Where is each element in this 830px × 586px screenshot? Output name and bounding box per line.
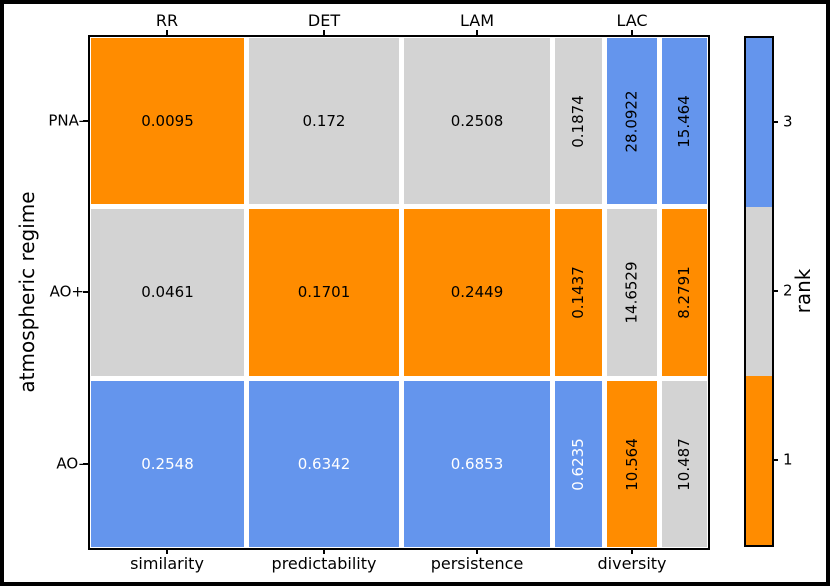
- colorbar-tick-label-2: 2: [783, 281, 793, 300]
- colorbar-segment-1: [746, 376, 772, 545]
- cell-value: 0.2548: [141, 454, 194, 473]
- cell-value: 0.6853: [450, 454, 504, 473]
- cell-AO+-0: 0.0461: [91, 209, 244, 376]
- cell-value: 0.2508: [450, 111, 504, 130]
- row-label-AO-: AO-: [56, 454, 84, 473]
- colorbar-label: rank: [791, 268, 815, 314]
- bottom-axis-label-predictability: predictability: [271, 554, 377, 573]
- cell-value: 0.1437: [569, 266, 587, 319]
- cell-value: 0.1874: [569, 94, 587, 148]
- cell-value: 15.464: [675, 94, 693, 148]
- axis-tick: [83, 463, 88, 465]
- colorbar-tick-label-3: 3: [783, 112, 793, 131]
- axis-tick: [631, 30, 633, 35]
- bottom-axis-label-similarity: similarity: [130, 554, 204, 573]
- axis-tick: [83, 120, 88, 122]
- cell-PNA--1: 0.172: [249, 38, 399, 204]
- colorbar-segment-3: [746, 38, 772, 207]
- cell-PNA--0: 0.0095: [91, 38, 244, 204]
- cell-value: 28.0922: [622, 89, 641, 153]
- cell-PNA--3: 0.1874: [555, 38, 602, 204]
- cell-value: 0.2449: [450, 283, 504, 301]
- cell-value: 0.0461: [141, 283, 194, 301]
- cell-value: 0.6342: [297, 454, 351, 473]
- axis-tick: [323, 549, 325, 554]
- cell-value: 0.6235: [569, 437, 587, 491]
- cell-AO--3: 0.6235: [555, 381, 602, 547]
- colorbar: [744, 36, 774, 547]
- cell-AO+-4: 14.6529: [607, 209, 657, 376]
- cell-AO+-1: 0.1701: [249, 209, 399, 376]
- axis-tick: [772, 290, 778, 292]
- cell-value: 0.172: [302, 111, 346, 130]
- cell-value: 10.564: [622, 437, 641, 491]
- axis-tick: [166, 30, 168, 35]
- plot-area: 0.0095 0.172 0.2508 0.1874 28.0922 15.464 0.04…: [88, 35, 710, 550]
- cell-AO--5: 10.487: [662, 381, 707, 547]
- cell-value: 8.2791: [675, 266, 693, 319]
- y-axis-label: atmospheric regime: [15, 191, 39, 393]
- axis-tick: [631, 549, 633, 554]
- axis-tick: [323, 30, 325, 35]
- top-axis-label-LAC: LAC: [616, 11, 648, 30]
- cell-AO+-3: 0.1437: [555, 209, 602, 376]
- cell-PNA--2: 0.2508: [404, 38, 550, 204]
- top-axis-label-DET: DET: [307, 11, 341, 30]
- colorbar-tick-label-1: 1: [783, 450, 793, 469]
- axis-tick: [166, 549, 168, 554]
- row-label-AO+: AO+: [49, 282, 84, 301]
- cell-PNA--4: 28.0922: [607, 38, 657, 204]
- bottom-axis-label-diversity: diversity: [597, 554, 667, 573]
- colorbar-segment-2: [746, 207, 772, 376]
- axis-tick: [772, 121, 778, 123]
- cell-AO--4: 10.564: [607, 381, 657, 547]
- cell-AO--0: 0.2548: [91, 381, 244, 547]
- axis-tick: [476, 549, 478, 554]
- cell-value: 0.1701: [297, 283, 351, 301]
- axis-tick: [476, 30, 478, 35]
- cell-AO+-2: 0.2449: [404, 209, 550, 376]
- bottom-axis-label-persistence: persistence: [430, 554, 524, 573]
- cell-AO--1: 0.6342: [249, 381, 399, 547]
- cell-PNA--5: 15.464: [662, 38, 707, 204]
- top-axis-label-LAM: LAM: [459, 11, 495, 30]
- axis-tick: [83, 291, 88, 293]
- axis-tick: [772, 459, 778, 461]
- cell-value: 0.0095: [141, 111, 194, 130]
- cell-AO+-5: 8.2791: [662, 209, 707, 376]
- cell-AO--2: 0.6853: [404, 381, 550, 547]
- cell-value: 10.487: [675, 437, 693, 491]
- row-label-PNA-: PNA-: [48, 111, 84, 130]
- top-axis-label-RR: RR: [155, 11, 179, 30]
- cell-value: 14.6529: [622, 261, 641, 324]
